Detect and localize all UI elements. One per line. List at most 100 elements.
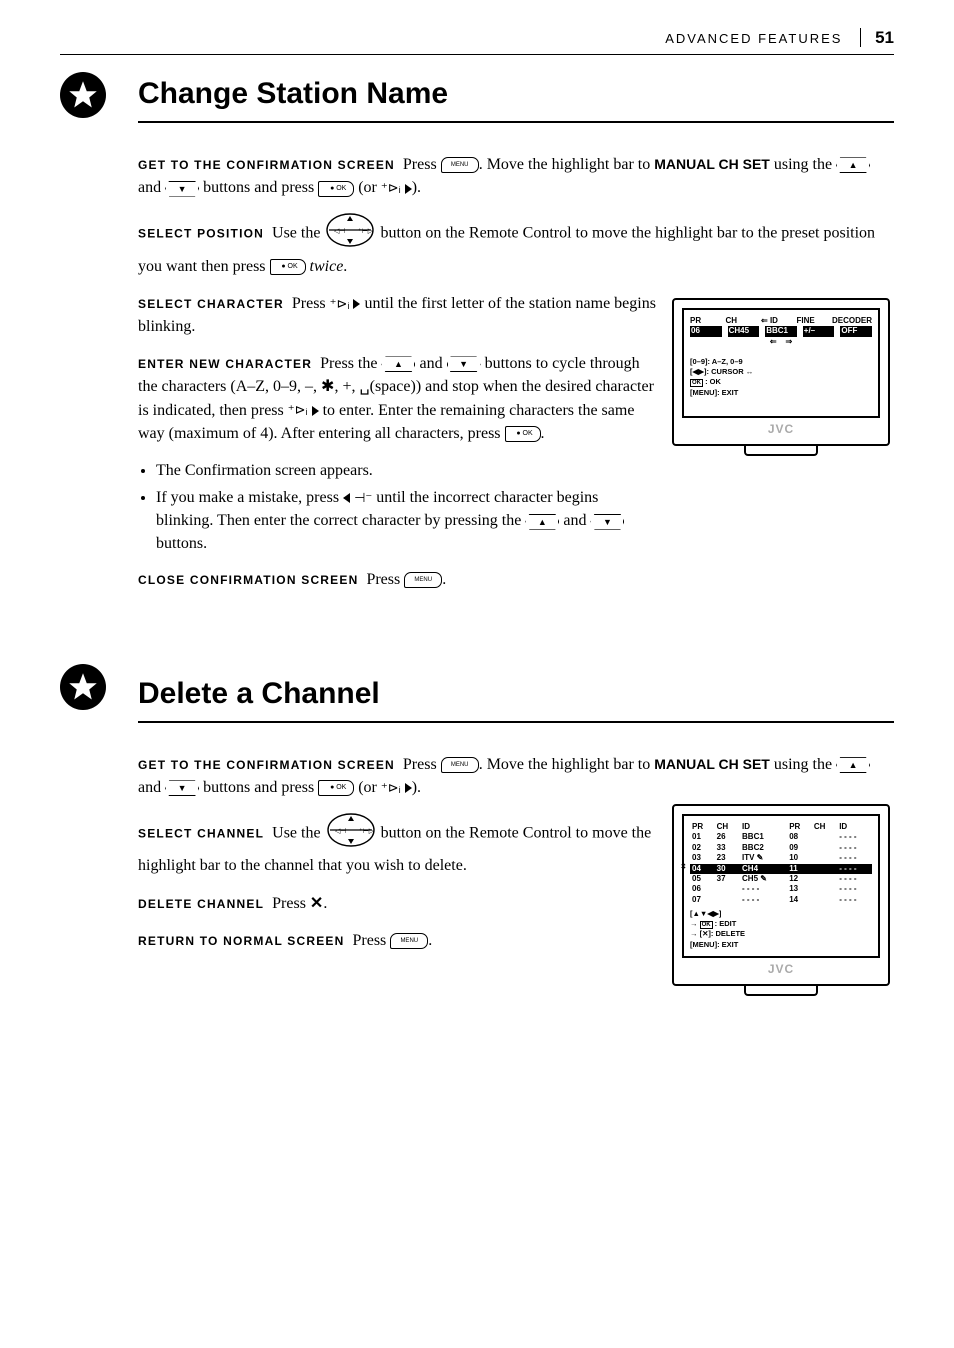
text: using the bbox=[774, 156, 832, 173]
svg-text:⁺⊢▷: ⁺⊢▷ bbox=[359, 827, 375, 835]
down-icon: ▼ bbox=[165, 181, 199, 197]
td: - - - - bbox=[740, 884, 787, 894]
td: 08 bbox=[787, 832, 812, 842]
bullet-item: If you make a mistake, press ⊣⁻ until th… bbox=[156, 486, 658, 556]
text: ). bbox=[412, 179, 421, 196]
step-close: CLOSE CONFIRMATION SCREEN Press MENU. bbox=[138, 568, 658, 591]
td: ITV ✎ bbox=[740, 853, 787, 863]
step-confirm: GET TO THE CONFIRMATION SCREEN Press MEN… bbox=[138, 153, 894, 199]
td: 30 bbox=[715, 864, 740, 874]
hint: OK : OK bbox=[690, 377, 872, 387]
cross-icon: ✕ bbox=[310, 895, 323, 912]
td bbox=[812, 853, 837, 863]
text: Press bbox=[272, 895, 306, 912]
td bbox=[812, 843, 837, 853]
text: Use the bbox=[272, 225, 320, 242]
section1-title: Change Station Name bbox=[138, 77, 894, 123]
ui-label: MANUAL CH SET bbox=[654, 756, 770, 772]
step-char: SELECT CHARACTER Press ⁺⊳ᵢ until the fir… bbox=[138, 292, 658, 338]
tri-right-icon bbox=[312, 406, 319, 416]
menu-icon: MENU bbox=[441, 157, 479, 173]
jvc-logo: JVC bbox=[682, 962, 880, 976]
td: 10 bbox=[787, 853, 812, 863]
td: CH4 bbox=[740, 864, 787, 874]
step-confirm: GET TO THE CONFIRMATION SCREEN Press MEN… bbox=[138, 753, 894, 799]
hint: [MENU]: EXIT bbox=[690, 388, 872, 398]
text: using the bbox=[774, 756, 832, 773]
bullet-list: The Confirmation screen appears. If you … bbox=[138, 459, 658, 556]
td: BBC1 bbox=[765, 326, 797, 336]
td: 06 bbox=[690, 326, 722, 336]
channel-table: PR CH ID PR CH ID 0126BBC108- - - -0233B… bbox=[690, 822, 872, 905]
remote-nav-icon: ◁⊣ ⁺⊢▷ bbox=[327, 813, 375, 854]
td: 01 bbox=[690, 832, 715, 842]
svg-text:◁⊣: ◁⊣ bbox=[334, 227, 345, 235]
star-icon bbox=[60, 664, 106, 710]
fwd-icon: ⁺⊳ᵢ bbox=[381, 179, 401, 198]
text: . bbox=[428, 932, 432, 949]
step-label: GET TO THE CONFIRMATION SCREEN bbox=[138, 758, 395, 772]
down-icon: ▼ bbox=[165, 780, 199, 796]
td: BBC1 bbox=[740, 832, 787, 842]
th: CH bbox=[726, 316, 756, 326]
text: . bbox=[323, 895, 327, 912]
hint: [MENU]: EXIT bbox=[690, 940, 872, 950]
svg-text:◁⊣: ◁⊣ bbox=[335, 827, 346, 835]
td: BBC2 bbox=[740, 843, 787, 853]
text: . bbox=[541, 425, 545, 442]
td: 05 bbox=[690, 874, 715, 884]
svg-text:⁺⊢▷: ⁺⊢▷ bbox=[358, 227, 374, 235]
tri-right-icon bbox=[405, 783, 412, 793]
ok-icon: ● OK bbox=[318, 780, 354, 796]
th: DECODER bbox=[832, 316, 872, 326]
text: buttons and press bbox=[203, 779, 314, 796]
fwd-icon: ⁺⊳ᵢ bbox=[330, 295, 350, 314]
fwd-icon: ⁺⊳ᵢ bbox=[288, 401, 308, 420]
text: . Move the highlight bar to bbox=[479, 756, 651, 773]
ok-icon: ● OK bbox=[505, 426, 541, 442]
page-number: 51 bbox=[860, 28, 894, 47]
text: Press bbox=[403, 756, 437, 773]
hint: → OK : EDIT bbox=[690, 919, 872, 929]
tri-right-icon bbox=[405, 184, 412, 194]
td: 12 bbox=[787, 874, 812, 884]
td: - - - - bbox=[837, 864, 872, 874]
th: PR bbox=[787, 822, 812, 832]
td: 06 bbox=[690, 884, 715, 894]
td: 04 bbox=[690, 864, 715, 874]
td: CH45 bbox=[728, 326, 760, 336]
text: Use the bbox=[272, 824, 320, 841]
step-label: GET TO THE CONFIRMATION SCREEN bbox=[138, 158, 395, 172]
text: and bbox=[419, 355, 442, 372]
th: ⇐ ID bbox=[761, 316, 791, 326]
td bbox=[812, 884, 837, 894]
td: 23 bbox=[715, 853, 740, 863]
td: 03 bbox=[690, 853, 715, 863]
text: Press bbox=[366, 571, 400, 588]
up-icon: ▲ bbox=[381, 356, 415, 372]
td: 09 bbox=[787, 843, 812, 853]
step-label: DELETE CHANNEL bbox=[138, 897, 264, 911]
th: CH bbox=[715, 822, 740, 832]
step-label: RETURN TO NORMAL SCREEN bbox=[138, 934, 345, 948]
step-label: SELECT CHARACTER bbox=[138, 297, 284, 311]
td: 37 bbox=[715, 874, 740, 884]
text: twice bbox=[310, 258, 344, 275]
th: ID bbox=[837, 822, 872, 832]
td: - - - - bbox=[837, 895, 872, 905]
ok-icon: ● OK bbox=[318, 181, 354, 197]
th: CH bbox=[812, 822, 837, 832]
narrow-column: SELECT CHARACTER Press ⁺⊳ᵢ until the fir… bbox=[138, 292, 658, 591]
page-header: ADVANCED FEATURES 51 bbox=[60, 28, 894, 55]
td: - - - - bbox=[837, 884, 872, 894]
up-icon: ▲ bbox=[836, 757, 870, 773]
th: PR bbox=[690, 316, 720, 326]
td: - - - - bbox=[837, 832, 872, 842]
fwd-icon: ⁺⊳ᵢ bbox=[381, 779, 401, 798]
step-enter: ENTER NEW CHARACTER Press the ▲ and ▼ bu… bbox=[138, 352, 658, 445]
td: 07 bbox=[690, 895, 715, 905]
tri-right-icon bbox=[353, 299, 360, 309]
menu-icon: MENU bbox=[390, 933, 428, 949]
hint: [▲▼◀▶] bbox=[690, 909, 872, 919]
narrow-column: SELECT CHANNEL Use the ◁⊣ ⁺⊢▷ button on … bbox=[138, 813, 658, 952]
